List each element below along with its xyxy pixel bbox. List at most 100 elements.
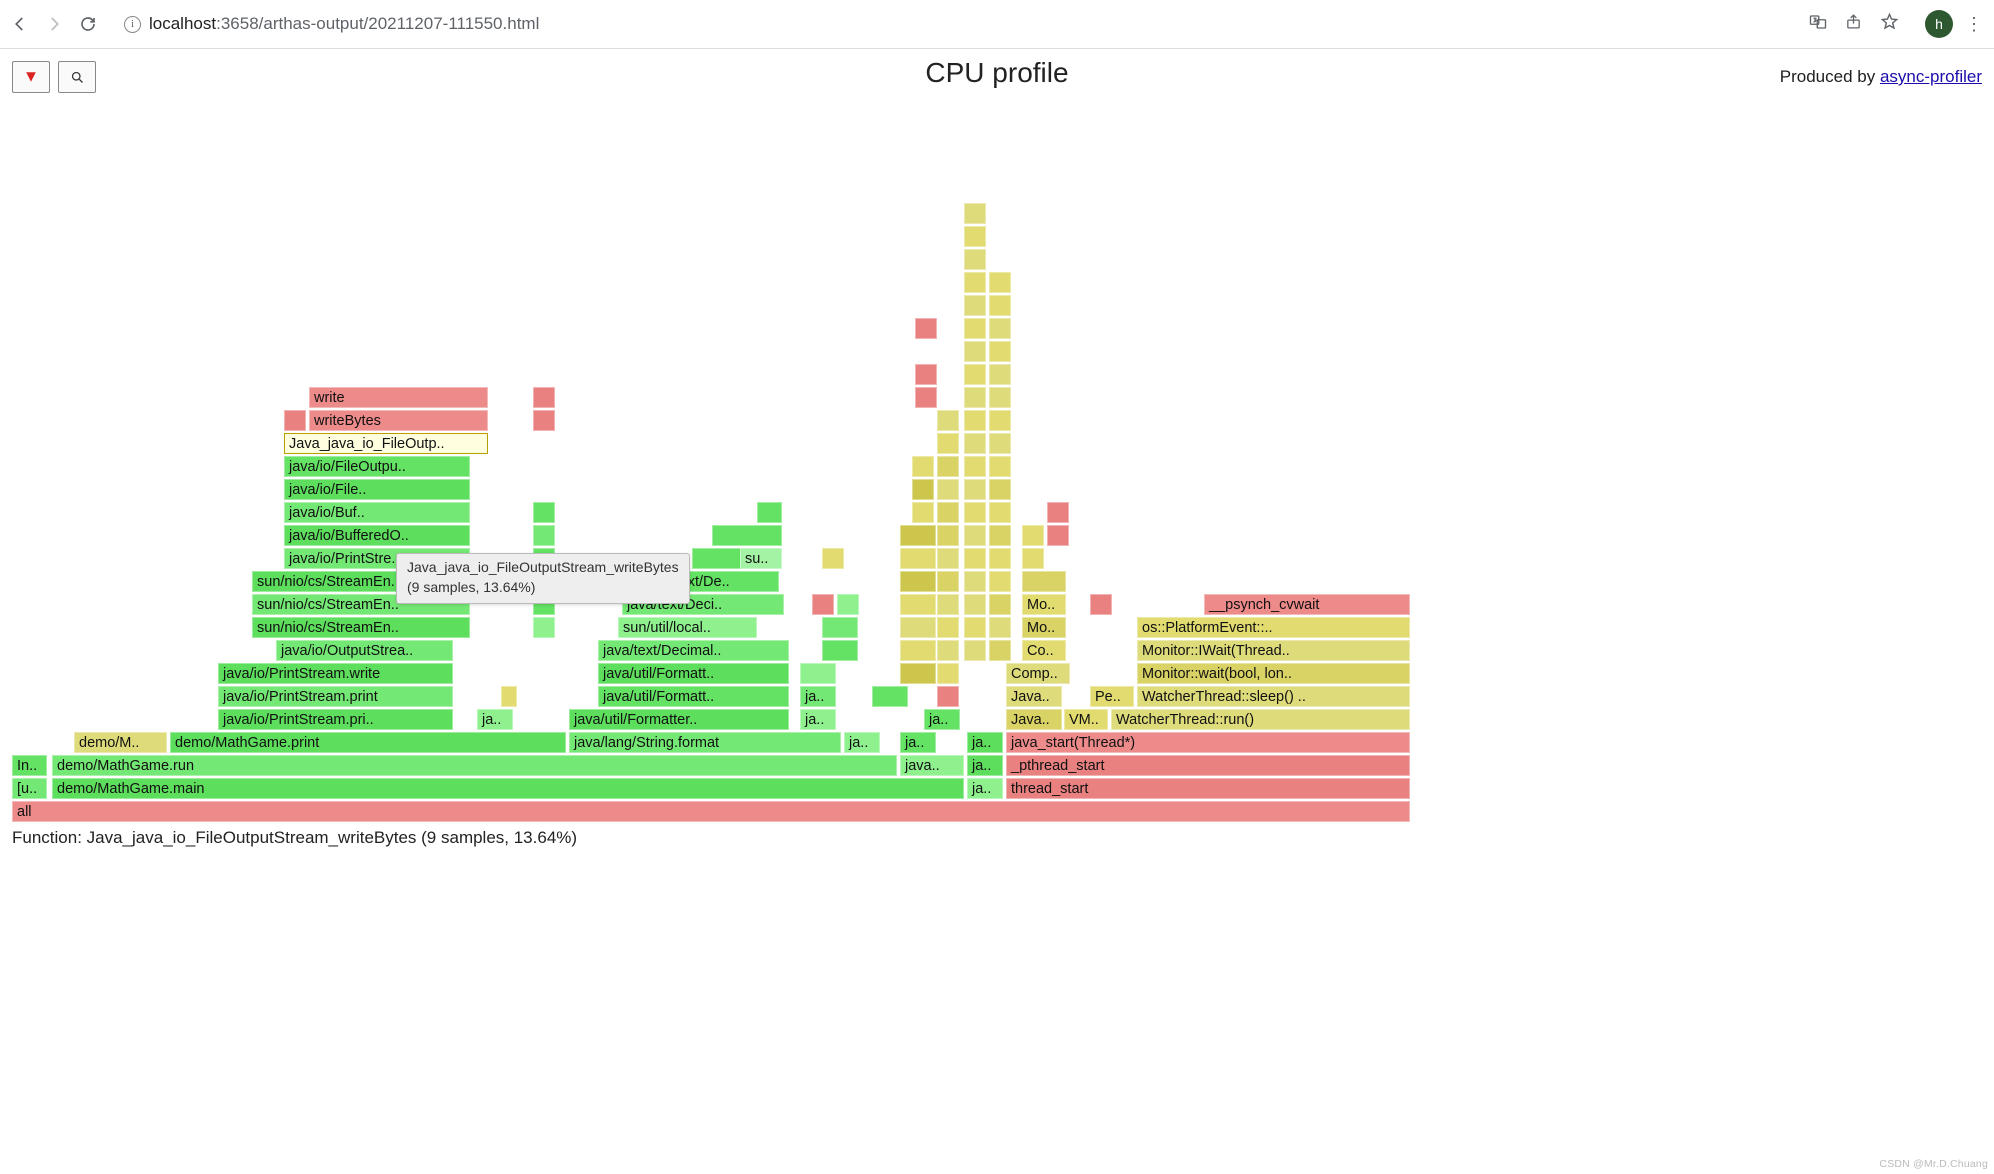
flame-frame[interactable]	[964, 203, 986, 224]
flame-frame[interactable]	[501, 686, 517, 707]
flame-frame[interactable]: demo/MathGame.run	[52, 755, 897, 776]
flame-frame[interactable]	[964, 387, 986, 408]
flame-frame[interactable]	[900, 617, 936, 638]
flame-frame[interactable]	[872, 686, 908, 707]
flame-frame[interactable]: Pe..	[1090, 686, 1134, 707]
flamegraph[interactable]: all[u..demo/MathGame.mainja..thread_star…	[12, 147, 1410, 822]
flame-frame[interactable]	[989, 594, 1011, 615]
flame-frame[interactable]: ja..	[967, 755, 1003, 776]
reset-zoom-button[interactable]	[12, 61, 50, 93]
flame-frame[interactable]	[937, 640, 959, 661]
flame-frame[interactable]	[937, 433, 959, 454]
flame-frame[interactable]: java/io/PrintStream.print	[218, 686, 453, 707]
flame-frame[interactable]	[912, 479, 934, 500]
site-info-icon[interactable]: i	[124, 16, 141, 33]
flame-frame[interactable]	[989, 502, 1011, 523]
flame-frame[interactable]	[533, 410, 555, 431]
flame-frame[interactable]	[964, 502, 986, 523]
flame-frame[interactable]	[989, 525, 1011, 546]
flame-frame[interactable]	[964, 433, 986, 454]
flame-frame[interactable]: demo/MathGame.main	[52, 778, 964, 799]
flame-frame[interactable]: Monitor::IWait(Thread..	[1137, 640, 1410, 661]
flame-frame[interactable]: java/io/File..	[284, 479, 470, 500]
flame-frame[interactable]	[937, 663, 959, 684]
search-button[interactable]	[58, 61, 96, 93]
url-input[interactable]: i localhost:3658/arthas-output/20211207-…	[110, 8, 1913, 41]
flame-frame[interactable]	[284, 410, 306, 431]
flame-frame[interactable]: all	[12, 801, 1410, 822]
flame-frame[interactable]	[989, 318, 1011, 339]
flame-frame[interactable]	[964, 249, 986, 270]
flame-frame[interactable]	[1047, 525, 1069, 546]
flame-frame[interactable]	[964, 640, 986, 661]
flame-frame[interactable]	[989, 272, 1011, 293]
flame-frame[interactable]	[989, 548, 1011, 569]
bookmark-star-icon[interactable]	[1880, 12, 1899, 36]
flame-frame[interactable]	[533, 525, 555, 546]
flame-frame[interactable]	[1047, 502, 1069, 523]
flame-frame[interactable]	[989, 640, 1011, 661]
flame-frame[interactable]	[915, 364, 937, 385]
flame-frame[interactable]	[1022, 548, 1044, 569]
flame-frame[interactable]	[757, 502, 782, 523]
flame-frame[interactable]: [u..	[12, 778, 47, 799]
flame-frame[interactable]	[1090, 594, 1112, 615]
flame-frame[interactable]	[964, 479, 986, 500]
flame-frame[interactable]: java/io/OutputStrea..	[276, 640, 453, 661]
flame-frame[interactable]: ja..	[900, 732, 936, 753]
flame-frame[interactable]: Co..	[1022, 640, 1066, 661]
async-profiler-link[interactable]: async-profiler	[1880, 67, 1982, 86]
flame-frame[interactable]	[937, 548, 959, 569]
flame-frame[interactable]	[937, 686, 959, 707]
flame-frame[interactable]	[937, 594, 959, 615]
flame-frame[interactable]: In..	[12, 755, 47, 776]
flame-frame[interactable]	[937, 502, 959, 523]
reload-button[interactable]	[78, 14, 98, 34]
flame-frame[interactable]: java_start(Thread*)	[1006, 732, 1410, 753]
flame-frame[interactable]: writeBytes	[309, 410, 488, 431]
flame-frame[interactable]	[937, 617, 959, 638]
flame-frame[interactable]: ja..	[844, 732, 880, 753]
profile-avatar[interactable]: h	[1925, 10, 1953, 38]
flame-frame[interactable]: demo/MathGame.print	[170, 732, 566, 753]
flame-frame[interactable]: java/io/Buf..	[284, 502, 470, 523]
flame-frame[interactable]: su..	[740, 548, 782, 569]
flame-frame[interactable]	[989, 410, 1011, 431]
flame-frame[interactable]	[912, 456, 934, 477]
flame-frame[interactable]	[900, 525, 936, 546]
flame-frame[interactable]: java/util/Formatter..	[569, 709, 789, 730]
flame-frame[interactable]: __psynch_cvwait	[1204, 594, 1410, 615]
flame-frame[interactable]	[964, 226, 986, 247]
flame-frame[interactable]	[900, 571, 936, 592]
flame-frame[interactable]	[989, 617, 1011, 638]
flame-frame[interactable]: java/util/Formatt..	[598, 686, 789, 707]
flame-frame[interactable]	[812, 594, 834, 615]
flame-frame[interactable]: VM..	[1064, 709, 1108, 730]
flame-frame[interactable]	[989, 341, 1011, 362]
flame-frame[interactable]	[964, 364, 986, 385]
flame-frame[interactable]	[1022, 571, 1066, 592]
flame-frame[interactable]: Mo..	[1022, 617, 1066, 638]
flame-frame[interactable]	[915, 387, 937, 408]
flame-frame[interactable]: java/io/PrintStream.write	[218, 663, 453, 684]
flame-frame[interactable]	[937, 525, 959, 546]
flame-frame[interactable]	[989, 433, 1011, 454]
flame-frame[interactable]	[533, 387, 555, 408]
flame-frame[interactable]: Java_java_io_FileOutp..	[284, 433, 488, 454]
flame-frame[interactable]: ja..	[800, 686, 836, 707]
flame-frame[interactable]	[964, 571, 986, 592]
flame-frame[interactable]	[937, 479, 959, 500]
flame-frame[interactable]: ja..	[477, 709, 513, 730]
flame-frame[interactable]	[900, 594, 936, 615]
flame-frame[interactable]: demo/M..	[74, 732, 167, 753]
flame-frame[interactable]	[937, 571, 959, 592]
flame-frame[interactable]: Comp..	[1006, 663, 1070, 684]
flame-frame[interactable]	[915, 318, 937, 339]
flame-frame[interactable]	[989, 571, 1011, 592]
flame-frame[interactable]: WatcherThread::sleep() ..	[1137, 686, 1410, 707]
flame-frame[interactable]	[822, 617, 858, 638]
flame-frame[interactable]	[964, 617, 986, 638]
flame-frame[interactable]	[822, 640, 858, 661]
flame-frame[interactable]: os::PlatformEvent::..	[1137, 617, 1410, 638]
flame-frame[interactable]	[989, 295, 1011, 316]
